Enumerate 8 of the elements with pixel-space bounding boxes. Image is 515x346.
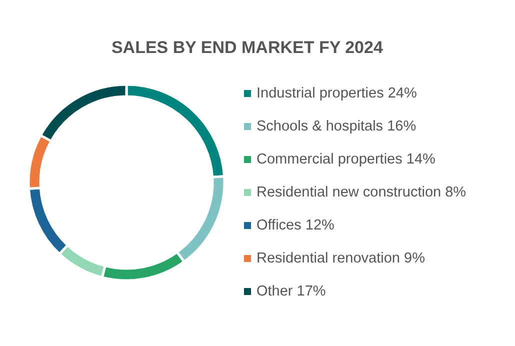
legend-label: Residential renovation 9% <box>256 250 426 266</box>
legend-label: Other 17% <box>256 284 326 300</box>
legend-label: Commercial properties 14% <box>256 152 436 168</box>
legend-label: Residential new construction 8% <box>256 184 466 200</box>
legend-label: Industrial properties 24% <box>256 86 417 102</box>
legend-label: Offices 12% <box>256 218 335 234</box>
legend-label: Schools & hospitals 16% <box>256 118 416 134</box>
chart-title: SALES BY END MARKET FY 2024 <box>111 38 384 57</box>
